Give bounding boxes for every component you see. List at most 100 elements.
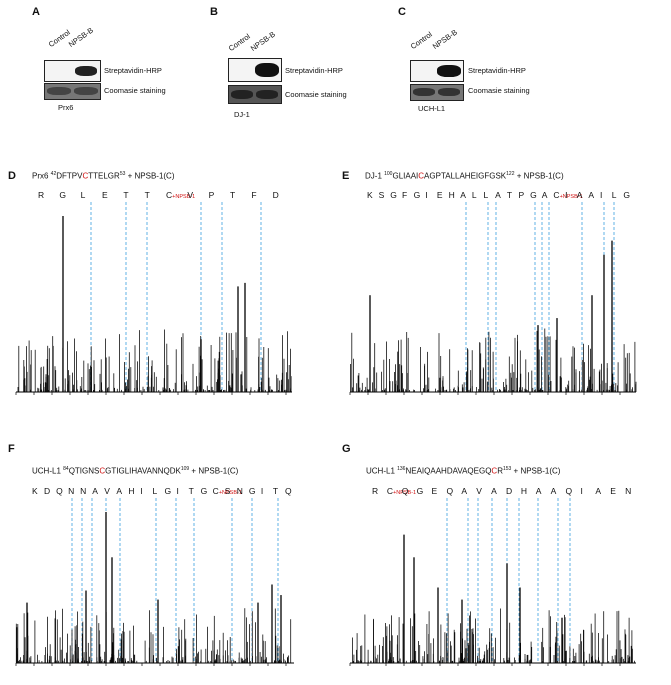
panel-letter: E bbox=[342, 170, 350, 182]
residue-label: E bbox=[436, 190, 443, 200]
residue-label: C+NPSB-1 bbox=[166, 190, 196, 200]
residue-label: G bbox=[164, 486, 172, 496]
residue-label: I bbox=[580, 486, 583, 496]
residue-label: A bbox=[576, 190, 583, 200]
blot-label-coomassie: Coomasie staining bbox=[468, 86, 530, 95]
residue-label: L bbox=[611, 190, 617, 200]
residue-label: N bbox=[625, 486, 632, 496]
residue-label: I bbox=[425, 190, 428, 200]
panel-letter: A bbox=[32, 6, 40, 18]
blot-label-streptavidin: Streptavidin-HRP bbox=[468, 66, 526, 75]
panel-letter: F bbox=[8, 443, 15, 455]
residue-label: G bbox=[413, 190, 421, 200]
peptide-title: DJ-1 100GLIAAICAGPTALLAHEIGFGSK122 + NPS… bbox=[365, 171, 564, 181]
residue-label: A bbox=[92, 486, 98, 496]
residue-label: N bbox=[68, 486, 75, 496]
residue-label: F bbox=[401, 190, 408, 200]
residue-label: L bbox=[80, 190, 86, 200]
residue-label: E bbox=[431, 486, 438, 496]
residue-label: H bbox=[128, 486, 135, 496]
residue-label: Q bbox=[56, 486, 63, 496]
streptavidin-blot bbox=[410, 60, 464, 82]
residue-label: I bbox=[260, 486, 264, 496]
residue-label: Q bbox=[284, 486, 292, 496]
residue-label: E bbox=[610, 486, 616, 496]
residue-label: T bbox=[188, 486, 194, 496]
residue-label: A bbox=[541, 190, 548, 200]
residue-label: V bbox=[476, 486, 482, 496]
panel-letter: B bbox=[210, 6, 218, 18]
lane-label-control: Control bbox=[408, 29, 434, 51]
residue-label: D bbox=[506, 486, 513, 496]
residue-label: V bbox=[187, 190, 193, 200]
residue-label: A bbox=[535, 486, 542, 496]
residue-label: T bbox=[230, 190, 236, 200]
residue-label: I bbox=[600, 190, 603, 200]
residue-label: I bbox=[176, 486, 179, 496]
residue-label: P bbox=[518, 190, 525, 200]
peptide-title: UCH-L1 84QTIGNSCGTIGLIHAVANNQDK109 + NPS… bbox=[32, 466, 239, 476]
residue-label: H bbox=[520, 486, 528, 496]
panel-letter: G bbox=[342, 443, 351, 455]
panel-letter: D bbox=[8, 170, 16, 182]
residue-label: G bbox=[623, 190, 630, 200]
protein-label: UCH-L1 bbox=[418, 104, 446, 113]
residue-label: T bbox=[506, 190, 513, 200]
residue-label: K bbox=[367, 190, 373, 200]
residue-label: A bbox=[595, 486, 601, 496]
residue-label: A bbox=[461, 486, 467, 496]
peptide-title: Prx6 42DFTPVCTTELGR53 + NPSB-1(C) bbox=[32, 171, 175, 181]
blot-label-coomassie: Coomasie staining bbox=[104, 86, 166, 95]
residue-label: C+NPSB-1 bbox=[386, 486, 417, 496]
coomassie-blot bbox=[44, 83, 101, 100]
lane-label-treated: NPSB-B bbox=[248, 29, 277, 53]
ms-spectrum bbox=[349, 202, 637, 395]
residue-label: G bbox=[200, 486, 208, 496]
residue-label: G bbox=[59, 190, 66, 200]
residue-label: S bbox=[224, 486, 231, 496]
residue-label: A bbox=[491, 486, 497, 496]
blot-label-streptavidin: Streptavidin-HRP bbox=[104, 66, 162, 75]
residue-label: F bbox=[251, 190, 257, 200]
streptavidin-blot bbox=[44, 60, 101, 82]
residue-label: C+NPSB-1 bbox=[553, 190, 583, 200]
panel-letter: C bbox=[398, 6, 406, 18]
residue-label: C+NPSB-1 bbox=[212, 486, 242, 496]
ms-spectrum bbox=[349, 498, 636, 666]
residue-label: A bbox=[460, 190, 466, 200]
residue-label: G bbox=[248, 486, 256, 496]
residue-label: R bbox=[38, 190, 45, 200]
residue-label: T bbox=[123, 190, 129, 200]
residue-label: I bbox=[565, 190, 568, 200]
residue-label: A bbox=[550, 486, 557, 496]
residue-label: P bbox=[208, 190, 215, 200]
residue-label: Q bbox=[446, 486, 454, 496]
lane-label-treated: NPSB-B bbox=[66, 25, 95, 49]
ms-spectrum bbox=[15, 498, 294, 666]
residue-label: L bbox=[152, 486, 158, 496]
residue-label: E bbox=[102, 190, 108, 200]
residue-label: L bbox=[483, 190, 489, 200]
blot-label-streptavidin: Streptavidin-HRP bbox=[285, 66, 343, 75]
residue-label: N bbox=[236, 486, 243, 496]
ms-spectrum bbox=[15, 202, 292, 395]
residue-label: V bbox=[104, 486, 110, 496]
residue-label: R bbox=[372, 486, 379, 496]
residue-label: A bbox=[588, 190, 595, 200]
residue-label: D bbox=[44, 486, 51, 496]
residue-label: G bbox=[416, 486, 424, 496]
peptide-title: UCH-L1 136NEAIQAAHDAVAQEGQCR153 + NPSB-1… bbox=[366, 466, 561, 476]
residue-label: L bbox=[471, 190, 477, 200]
residue-label: Q bbox=[401, 486, 409, 496]
residue-label: T bbox=[144, 190, 150, 200]
residue-label: A bbox=[495, 190, 501, 200]
residue-label: T bbox=[272, 486, 279, 496]
residue-label: D bbox=[272, 190, 279, 200]
blot-label-coomassie: Coomasie staining bbox=[285, 90, 347, 99]
residue-label: H bbox=[448, 190, 455, 200]
protein-label: Prx6 bbox=[58, 103, 74, 112]
lane-label-treated: NPSB-B bbox=[430, 27, 459, 51]
residue-label: K bbox=[32, 486, 38, 496]
streptavidin-blot bbox=[228, 58, 282, 82]
coomassie-blot bbox=[228, 85, 282, 104]
